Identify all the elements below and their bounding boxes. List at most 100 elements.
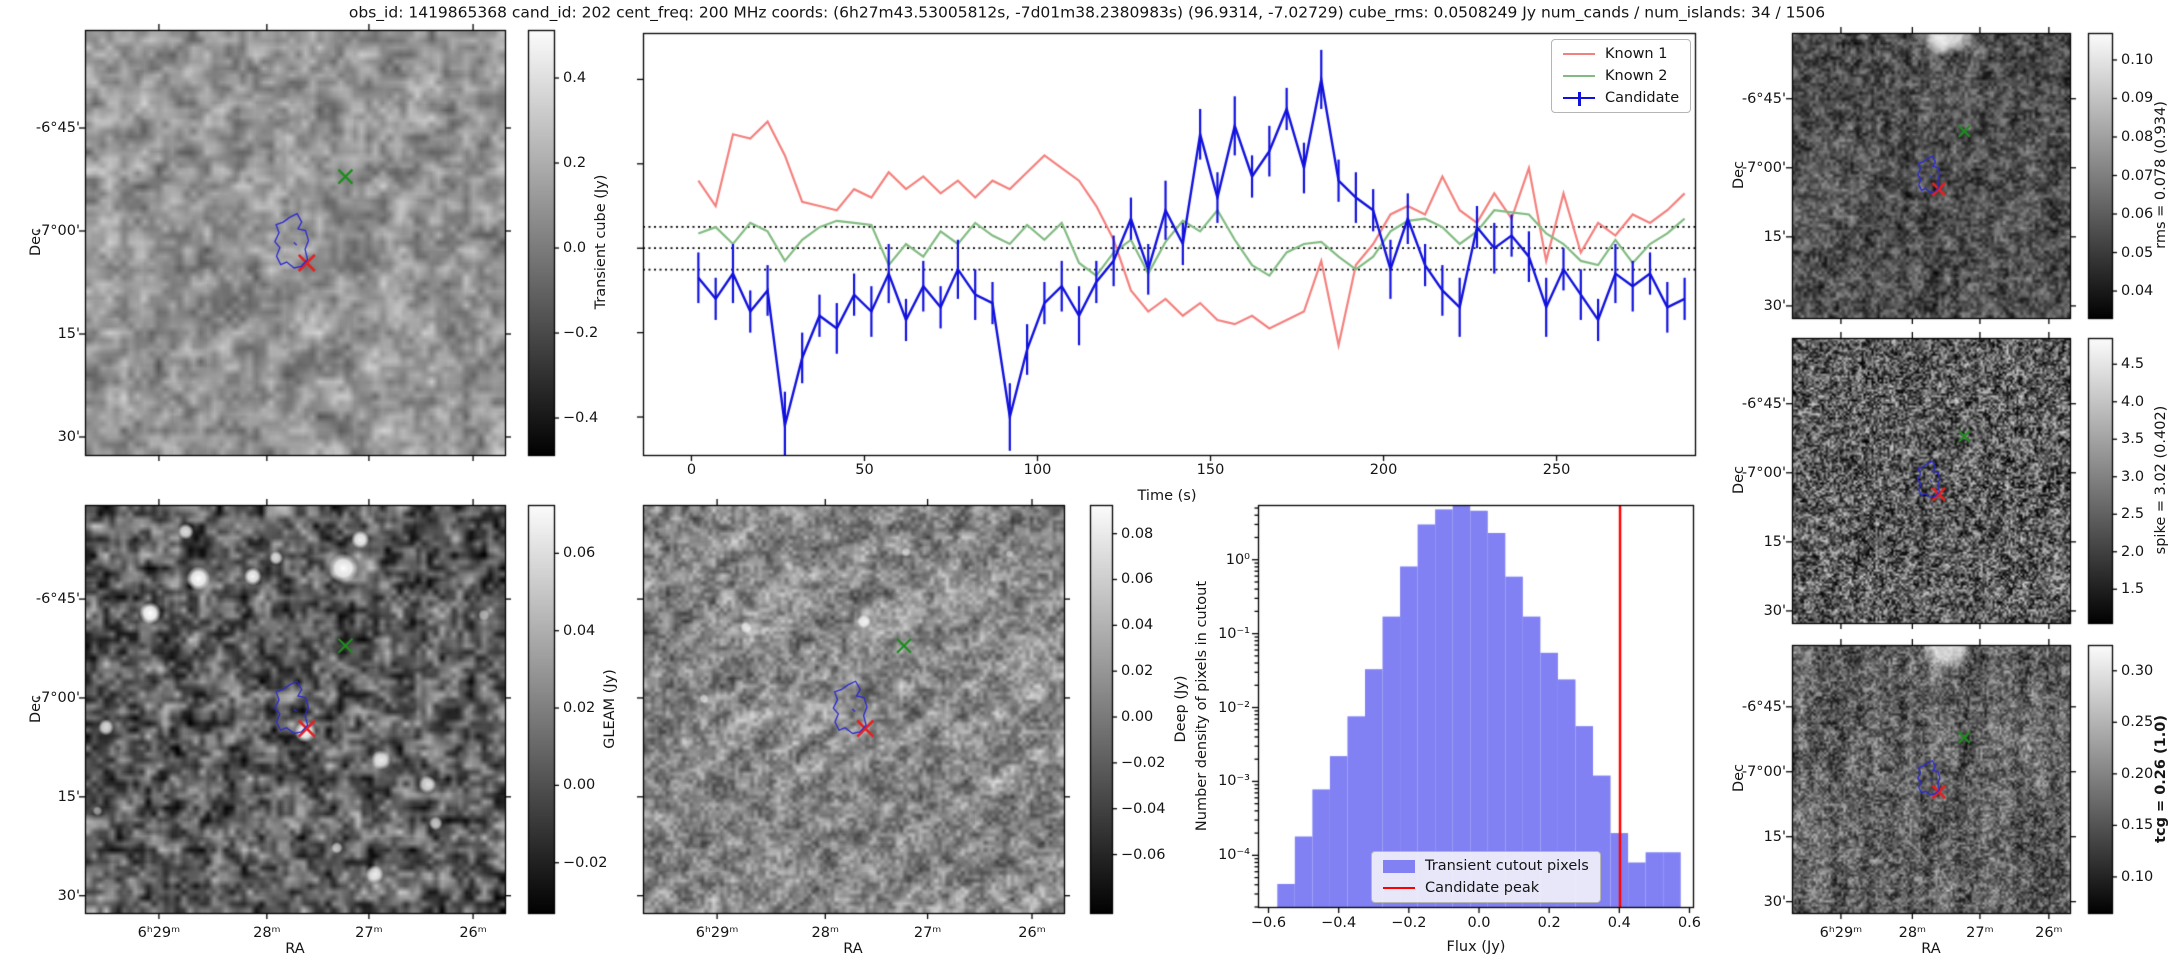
flux-tick-label: 0.2 — [1537, 914, 1561, 931]
dec-tick-label: 30' — [1763, 893, 1786, 910]
time-tick-label: 100 — [1023, 461, 1052, 478]
hist-y-tick-label: 10⁻³ — [1218, 773, 1250, 790]
ra-tick-label: 27ᵐ — [355, 924, 383, 941]
dec-tick-label: 15' — [1763, 228, 1786, 245]
deep-colorbar-tick-label: −0.02 — [1121, 754, 1166, 771]
known2-line-swatch — [1563, 75, 1595, 77]
legend-entry-candidate-peak: Candidate peak — [1383, 880, 1589, 896]
transient-colorbar-tick-label: 0.2 — [563, 154, 587, 171]
time-tick-label: 0 — [686, 461, 697, 478]
rms-colorbar-tick-label: 0.08 — [2121, 128, 2154, 145]
spike-colorbar-tick-label: 4.5 — [2121, 356, 2145, 372]
rms-colorbar-tick-label: 0.06 — [2121, 205, 2154, 222]
tcg-colorbar-tick-label: 0.30 — [2121, 662, 2154, 679]
gleam-colorbar-tick-label: −0.02 — [563, 854, 608, 871]
ra-axis-label-tcg: RA — [1921, 940, 1941, 957]
legend-label-known2: Known 2 — [1605, 68, 1668, 84]
flux-tick-label: 0.0 — [1467, 914, 1491, 931]
tcg-colorbar-tick-label: 0.10 — [2121, 868, 2154, 885]
spike-colorbar-tick-label: 3.5 — [2121, 431, 2145, 447]
ra-tick-label: 28ᵐ — [253, 924, 281, 941]
dec-tick-label: 15' — [1763, 533, 1786, 550]
gleam-colorbar-tick-label: 0.02 — [563, 699, 596, 716]
deep-colorbar-tick-label: −0.04 — [1121, 800, 1166, 817]
ra-tick-label: 26ᵐ — [1018, 924, 1046, 941]
dec-tick-label: 30' — [57, 887, 80, 904]
lightcurve-legend: Known 1 Known 2 Candidate — [1551, 39, 1692, 113]
dec-tick-label: -7°00' — [1741, 159, 1786, 176]
colorbar-label-gleam: GLEAM (Jy) — [601, 669, 618, 749]
legend-label-candidate-peak: Candidate peak — [1425, 880, 1540, 896]
legend-label-cutout-pixels: Transient cutout pixels — [1425, 858, 1589, 874]
ra-tick-label: 6ʰ29ᵐ — [1819, 924, 1863, 941]
rms-colorbar-tick-label: 0.10 — [2121, 51, 2154, 68]
spike-colorbar-tick-label: 1.5 — [2121, 581, 2145, 597]
ra-tick-label: 26ᵐ — [2035, 924, 2063, 941]
ra-tick-label: 6ʰ29ᵐ — [137, 924, 181, 941]
legend-entry-known2: Known 2 — [1563, 68, 1679, 84]
ra-tick-label: 6ʰ29ᵐ — [695, 924, 739, 941]
rms-colorbar-tick-label: 0.05 — [2121, 244, 2154, 261]
dec-tick-label: -6°45' — [1741, 698, 1786, 715]
flux-tick-label: −0.2 — [1391, 914, 1427, 931]
deep-colorbar-tick-label: 0.06 — [1121, 571, 1154, 588]
dec-tick-label: -6°45' — [1741, 395, 1786, 412]
spike-colorbar-tick-label: 4.0 — [2121, 393, 2145, 410]
deep-colorbar-tick-label: −0.06 — [1121, 846, 1166, 863]
legend-label-candidate: Candidate — [1605, 90, 1680, 106]
flux-tick-label: −0.4 — [1321, 914, 1357, 931]
dec-tick-label: 15' — [57, 325, 80, 342]
candidate-peak-line-swatch — [1383, 887, 1415, 889]
legend-entry-known1: Known 1 — [1563, 46, 1679, 62]
colorbar-label-rms: rms = 0.078 (0.934) — [2152, 101, 2169, 249]
dec-tick-label: -7°00' — [1741, 464, 1786, 481]
hist-y-tick-label: 10⁰ — [1225, 551, 1250, 568]
colorbar-label-spike: spike = 3.02 (0.402) — [2152, 405, 2169, 555]
spike-colorbar-tick-label: 2.5 — [2121, 506, 2145, 522]
legend-label-known1: Known 1 — [1605, 46, 1668, 62]
rms-colorbar-tick-label: 0.04 — [2121, 282, 2154, 299]
colorbar-label-deep: Deep (Jy) — [1172, 675, 1189, 743]
deep-colorbar-tick-label: 0.08 — [1121, 525, 1154, 542]
flux-tick-label: −0.6 — [1250, 914, 1287, 931]
gleam-colorbar-tick-label: 0.06 — [563, 545, 596, 562]
spike-colorbar-tick-label: 3.0 — [2121, 468, 2145, 485]
rms-colorbar-tick-label: 0.09 — [2121, 90, 2154, 107]
dec-tick-label: -7°00' — [35, 222, 80, 239]
spike-colorbar-tick-label: 2.0 — [2121, 543, 2145, 560]
rms-colorbar-tick-label: 0.07 — [2121, 167, 2154, 184]
candidate-errorbar-cap — [1578, 92, 1581, 106]
known1-line-swatch — [1563, 53, 1595, 55]
hist-y-tick-label: 10⁻² — [1218, 699, 1250, 716]
time-axis-label: Time (s) — [1137, 487, 1197, 504]
tcg-colorbar-tick-label: 0.20 — [2121, 765, 2154, 782]
figure-title: obs_id: 1419865368 cand_id: 202 cent_fre… — [348, 3, 1826, 22]
transient-colorbar-tick-label: 0.0 — [563, 239, 587, 256]
dec-tick-label: 30' — [1763, 602, 1786, 619]
ra-axis-label-gleam: RA — [285, 940, 305, 957]
legend-entry-cutout-pixels: Transient cutout pixels — [1383, 858, 1589, 874]
legend-entry-candidate: Candidate — [1563, 90, 1679, 106]
flux-tick-label: 0.6 — [1677, 914, 1702, 931]
dec-tick-label: -7°00' — [1741, 763, 1786, 780]
deep-colorbar-tick-label: 0.04 — [1121, 617, 1154, 634]
flux-tick-label: 0.4 — [1607, 914, 1631, 931]
hist-y-axis-label: Number density of pixels in cutout — [1193, 580, 1210, 832]
time-tick-label: 250 — [1542, 461, 1571, 478]
colorbar-label-transient: Transient cube (Jy) — [592, 174, 609, 310]
transient-colorbar-tick-label: −0.2 — [563, 324, 599, 341]
dec-tick-label: 15' — [57, 788, 80, 805]
colorbar-label-tcg: tcg = 0.26 (1.0) — [2152, 715, 2169, 843]
time-tick-label: 200 — [1369, 461, 1398, 478]
hist-y-tick-label: 10⁻⁴ — [1218, 847, 1250, 864]
gleam-colorbar-tick-label: 0.04 — [563, 622, 596, 639]
deep-colorbar-tick-label: 0.02 — [1121, 662, 1154, 679]
flux-axis-label: Flux (Jy) — [1446, 938, 1506, 955]
hist-bar-swatch — [1383, 859, 1415, 873]
dec-tick-label: 30' — [1763, 297, 1786, 314]
dec-tick-label: -6°45' — [35, 119, 80, 136]
dec-tick-label: 15' — [1763, 828, 1786, 845]
ra-tick-label: 27ᵐ — [1966, 924, 1994, 941]
